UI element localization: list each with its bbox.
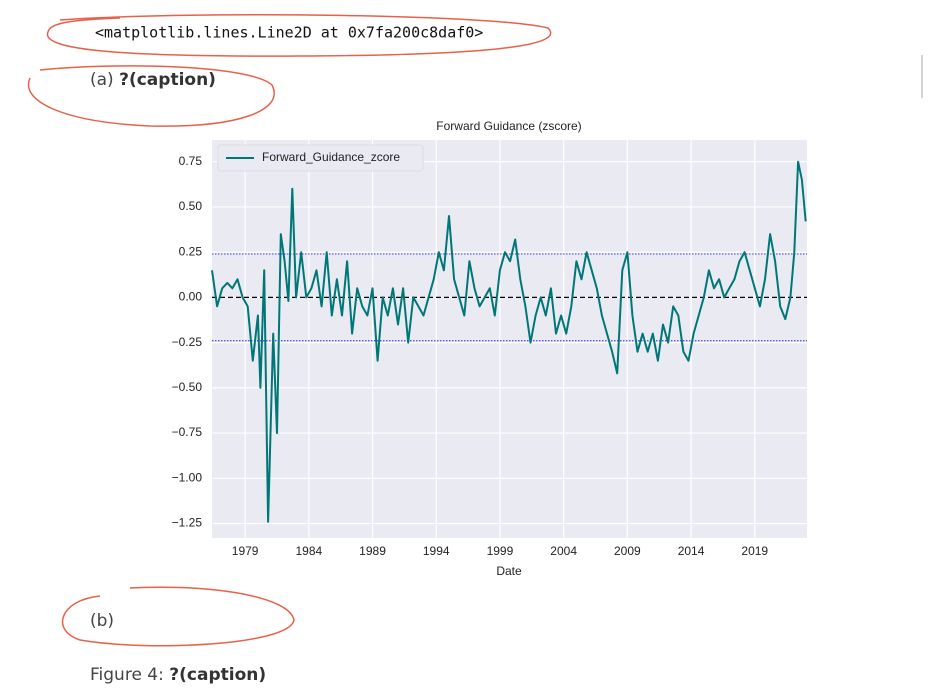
x-axis-label: Date (496, 564, 522, 578)
x-tick-label: 1984 (295, 544, 322, 558)
plot-background (212, 140, 807, 538)
chart-title: Forward Guidance (zscore) (436, 119, 581, 133)
x-tick-label: 1979 (232, 544, 259, 558)
y-tick-label: −1.25 (172, 516, 203, 530)
output-text: <matplotlib.lines.Line2D at 0x7fa200c8da… (95, 24, 483, 42)
y-tick-label: 0.00 (179, 290, 203, 304)
subcaption-label: (a) (90, 70, 114, 90)
x-tick-label: 1999 (487, 544, 514, 558)
annotation-ellipse (27, 65, 275, 127)
y-tick-label: −1.00 (172, 470, 203, 484)
data-line (211, 160, 807, 523)
subcaption-b: (b) (90, 611, 114, 631)
x-tick-label: 1994 (423, 544, 450, 558)
x-tick-label: 2009 (614, 544, 641, 558)
x-tick-label: 1989 (359, 544, 386, 558)
y-tick-label: −0.50 (172, 380, 203, 394)
y-tick-label: 0.75 (179, 154, 203, 168)
y-tick-label: 0.50 (179, 199, 203, 213)
figure-caption: Figure 4: ?(caption) (90, 665, 266, 685)
figure-label: Figure 4: (90, 665, 164, 685)
subcaption-text: ?(caption) (119, 70, 216, 90)
x-tick-label: 2004 (550, 544, 577, 558)
y-tick-label: −0.25 (172, 335, 203, 349)
annotation-ellipse (46, 13, 552, 57)
y-tick-label: 0.25 (179, 244, 203, 258)
legend-label: Forward_Guidance_zcore (262, 150, 400, 164)
x-tick-label: 2014 (678, 544, 705, 558)
annotation-ellipse (61, 586, 295, 647)
x-tick-label: 2019 (741, 544, 768, 558)
y-tick-label: −0.75 (172, 425, 203, 439)
subcaption-a: (a) ?(caption) (90, 70, 216, 90)
legend-box (217, 144, 424, 172)
figure-caption-text: ?(caption) (169, 665, 266, 685)
plot: −1.25 −1.00 −0.75 −0.50 −0.25 0.00 0.25 0.50 0.7… (172, 140, 807, 558)
